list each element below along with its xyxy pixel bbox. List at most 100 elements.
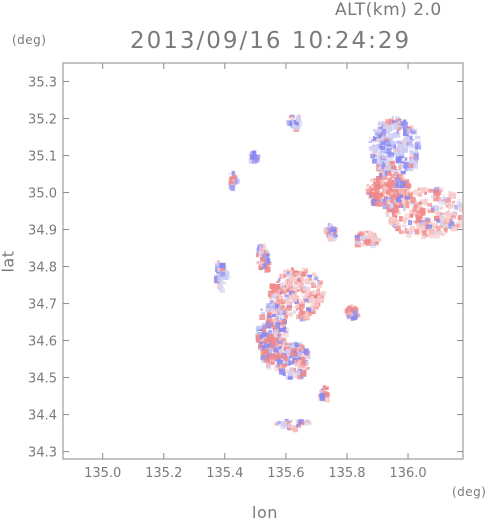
echo-pixel (433, 223, 438, 229)
echo-pixel (418, 201, 423, 205)
echo-pixel (287, 278, 294, 287)
echo-pixel (279, 334, 282, 336)
echo-pixel (458, 198, 461, 201)
echo-cluster (323, 222, 338, 242)
echo-pixel (294, 273, 296, 275)
echo-pixel (427, 233, 430, 236)
echo-pixel (416, 215, 422, 223)
echo-pixel (319, 280, 323, 285)
echo-pixel (404, 196, 410, 200)
echo-pixel (289, 355, 293, 359)
echo-pixel (260, 345, 265, 351)
echo-pixel (391, 140, 397, 145)
echo-pixel (213, 275, 220, 283)
echo-pixel (309, 278, 312, 281)
echo-pixel (289, 421, 292, 423)
echo-pixel (368, 234, 371, 237)
echo-pixel (357, 239, 361, 242)
echo-pixel (288, 295, 293, 300)
echo-pixel (296, 314, 300, 320)
echo-pixel (258, 341, 263, 345)
echo-pixel (255, 156, 259, 160)
echo-pixel (377, 121, 381, 126)
echo-pixel (327, 232, 333, 237)
echo-pixel (397, 143, 401, 146)
echo-pixel (376, 196, 381, 201)
echo-pixel (409, 213, 414, 218)
echo-pixel (391, 212, 396, 216)
echo-pixel (258, 265, 262, 270)
echo-pixel (296, 420, 299, 423)
echo-pixel (261, 359, 266, 364)
echo-pixel (255, 335, 262, 343)
echo-pixel (288, 290, 295, 296)
echo-pixel (259, 338, 264, 342)
echo-pixel (395, 189, 399, 194)
echo-pixel (397, 120, 401, 125)
echo-pixel (281, 302, 284, 305)
echo-pixel (423, 198, 428, 204)
echo-pixel (273, 283, 276, 286)
echo-pixel (357, 232, 360, 236)
echo-pixel (267, 355, 270, 359)
echo-pixel (456, 201, 462, 205)
echo-pixel (440, 218, 445, 222)
echo-pixel (354, 234, 360, 239)
echo-pixel (449, 228, 454, 232)
x-tick-label: 136.0 (389, 466, 426, 481)
echo-pixel (228, 176, 232, 181)
echo-pixel (260, 243, 267, 251)
echo-pixel (441, 212, 444, 215)
echo-pixel (429, 229, 434, 235)
echo-pixel (361, 230, 366, 233)
echo-pixel (397, 196, 402, 201)
echo-pixel (388, 137, 394, 144)
echo-pixel (409, 149, 413, 154)
echo-pixel (402, 224, 406, 228)
echo-pixel (305, 419, 308, 422)
echo-pixel (415, 191, 419, 196)
echo-pixel (305, 278, 311, 285)
echo-pixel (277, 420, 281, 424)
echo-pixel (300, 359, 306, 366)
echo-pixel (422, 187, 428, 192)
echo-pixel (298, 272, 303, 279)
echo-pixel (287, 314, 291, 316)
echo-pixel (333, 231, 337, 235)
echo-pixel (408, 139, 413, 145)
echo-pixel (233, 178, 240, 184)
y-tick-label: 34.3 (28, 446, 57, 461)
echo-pixel (404, 179, 410, 183)
echo-pixel (412, 139, 415, 141)
echo-pixel (324, 392, 330, 397)
echo-pixel (294, 279, 299, 283)
echo-pixel (370, 179, 375, 182)
echo-pixel (397, 173, 402, 179)
echo-pixel (397, 126, 401, 131)
echo-pixel (314, 303, 319, 307)
echo-pixel (428, 223, 431, 225)
echo-pixel (268, 318, 272, 323)
echo-pixel (295, 304, 300, 309)
echo-pixel (277, 349, 281, 354)
echo-pixel (305, 367, 310, 370)
echo-pixel (306, 301, 310, 304)
echo-pixel (306, 307, 311, 312)
echo-pixel (263, 358, 269, 363)
echo-pixel (403, 220, 406, 225)
echo-pixel (265, 331, 268, 334)
echo-pixel (331, 234, 337, 241)
echo-pixel (288, 360, 295, 365)
echo-pixel (259, 314, 266, 320)
echo-pixel (279, 348, 284, 355)
echo-pixel (419, 215, 423, 218)
echo-pixel (410, 203, 415, 206)
echo-pixel (448, 221, 455, 229)
echo-pixel (281, 363, 287, 368)
echo-pixel (288, 120, 292, 125)
echo-pixel (320, 388, 323, 391)
echo-pixel (370, 192, 375, 197)
echo-pixel (400, 170, 406, 175)
y-tick-label: 34.7 (28, 298, 57, 313)
echo-pixel (371, 238, 376, 243)
